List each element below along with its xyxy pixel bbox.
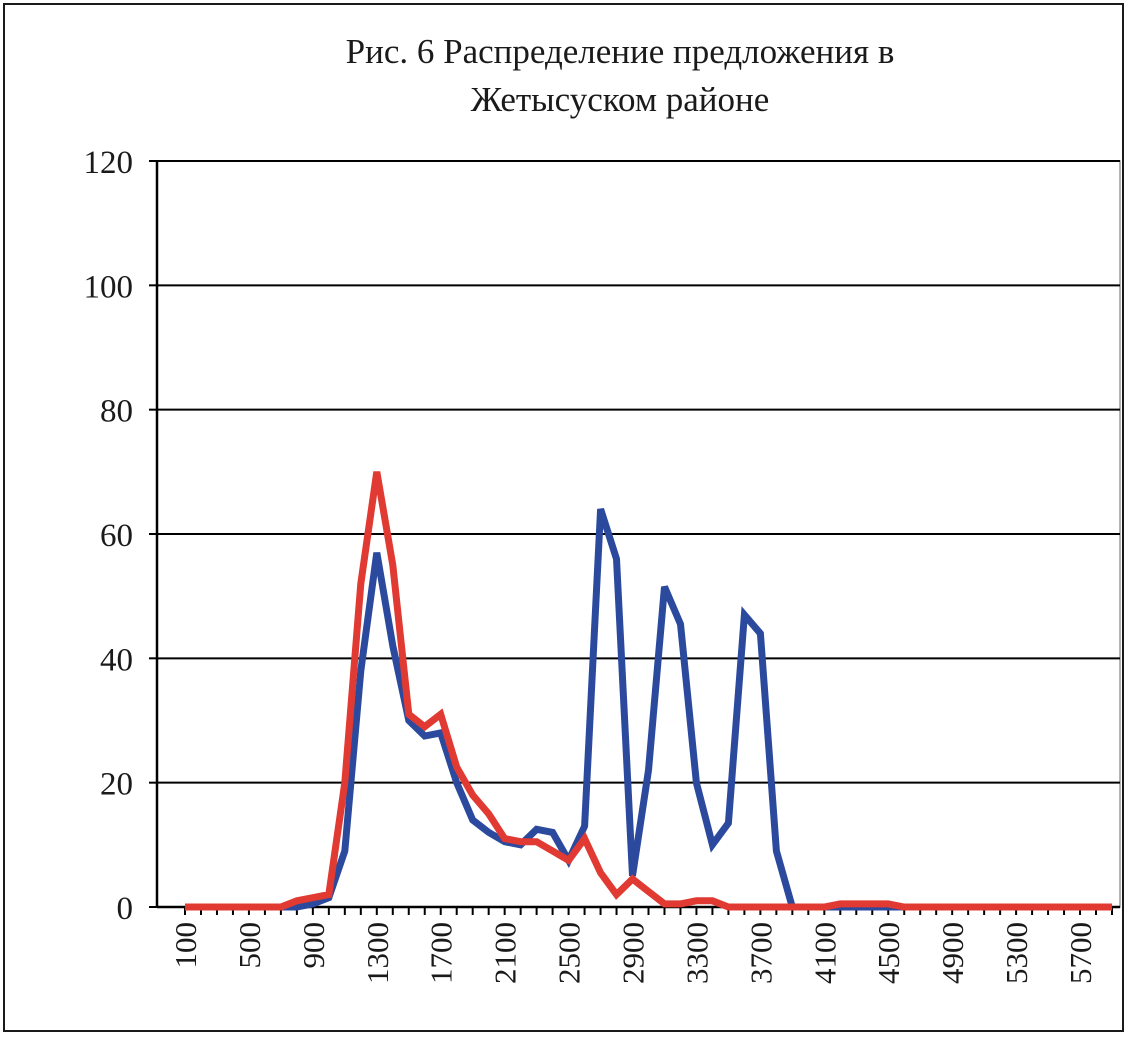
x-tick-label: 900 [296, 922, 331, 969]
y-tick-label: 60 [100, 518, 133, 554]
x-tick-label: 5300 [999, 922, 1034, 984]
x-tick-label: 3700 [743, 922, 778, 984]
y-tick-label: 20 [100, 767, 133, 803]
x-tick-label: 2500 [552, 922, 587, 984]
chart-title: Рис. 6 Распределение предложения в Жетыс… [0, 28, 1131, 124]
x-tick-label: 1300 [360, 922, 395, 984]
x-tick-label: 5700 [1063, 922, 1098, 984]
x-tick-label: 2100 [488, 922, 523, 984]
y-tick-label: 40 [100, 642, 133, 678]
y-tick-label: 80 [100, 394, 133, 430]
x-tick-label: 4100 [807, 922, 842, 984]
x-tick-label: 4900 [935, 922, 970, 984]
y-tick-label: 100 [84, 269, 134, 305]
x-tick-label: 500 [232, 922, 267, 969]
chart-title-line-2: Жетысуском районе [470, 80, 770, 119]
x-tick-label: 4500 [871, 922, 906, 984]
y-tick-label: 0 [117, 891, 134, 927]
y-tick-label: 120 [84, 145, 134, 181]
series-line-2 [185, 471, 1112, 911]
x-tick-label: 1700 [424, 922, 459, 984]
chart-title-line-1: Рис. 6 Распределение предложения в [345, 32, 895, 71]
x-tick-label: 3300 [679, 922, 714, 984]
x-tick-label: 2900 [616, 922, 651, 984]
x-tick-label: 100 [168, 922, 203, 969]
